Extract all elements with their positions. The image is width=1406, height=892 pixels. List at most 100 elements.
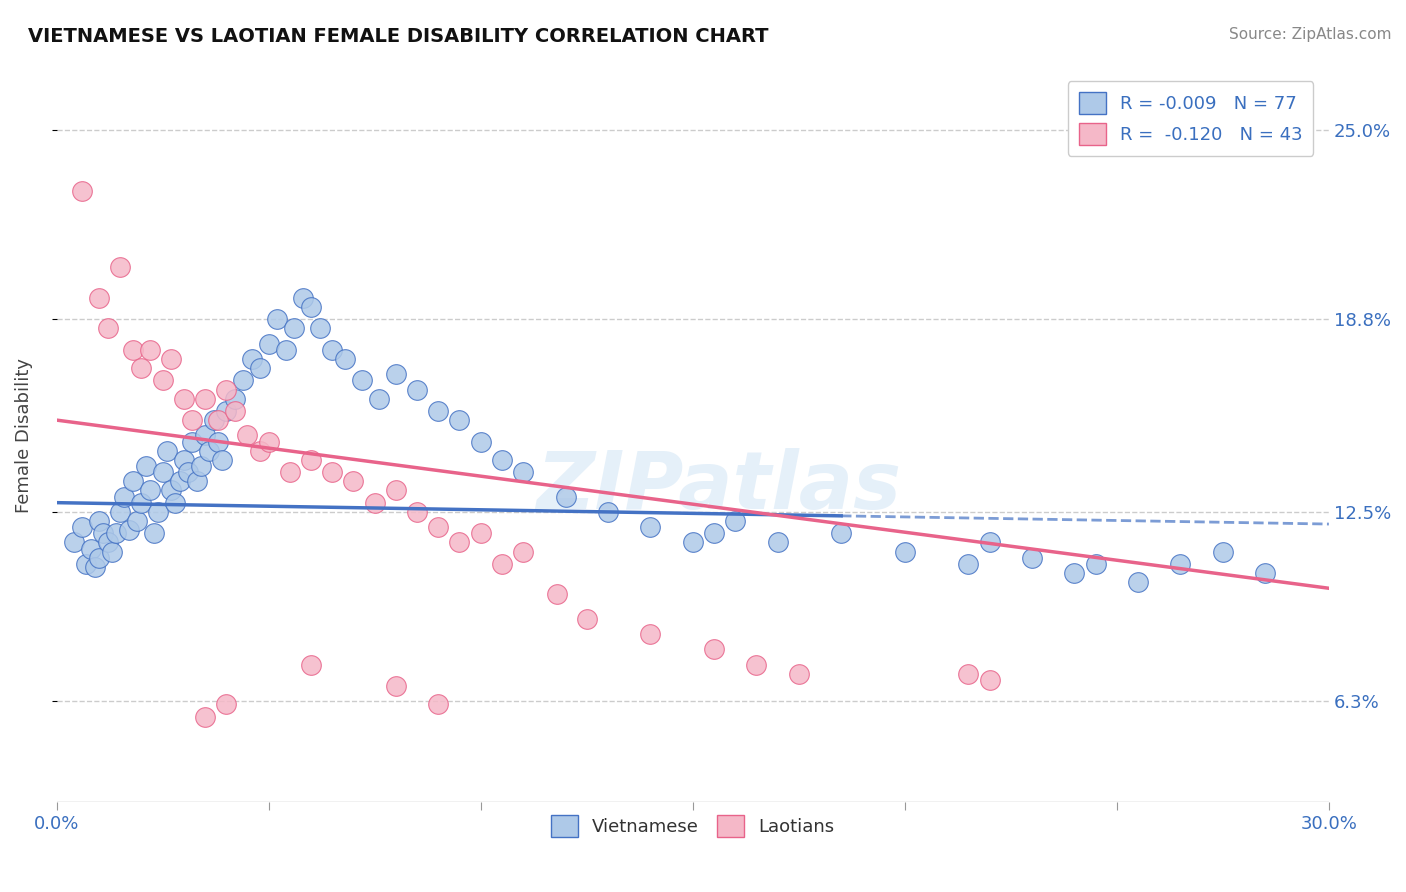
Point	[160, 351, 183, 366]
Point	[979, 673, 1001, 687]
Point	[830, 526, 852, 541]
Point	[321, 343, 343, 357]
Point	[308, 321, 330, 335]
Point	[131, 361, 153, 376]
Point	[70, 520, 93, 534]
Point	[546, 587, 568, 601]
Point	[299, 657, 322, 672]
Point	[165, 496, 187, 510]
Point	[427, 520, 450, 534]
Point	[152, 373, 174, 387]
Point	[449, 535, 471, 549]
Point	[62, 535, 84, 549]
Y-axis label: Female Disability: Female Disability	[15, 358, 32, 513]
Point	[766, 535, 789, 549]
Point	[169, 475, 191, 489]
Point	[114, 490, 136, 504]
Point	[173, 453, 195, 467]
Point	[333, 351, 356, 366]
Point	[299, 300, 322, 314]
Point	[104, 526, 127, 541]
Point	[215, 383, 238, 397]
Point	[385, 679, 408, 693]
Point	[186, 475, 208, 489]
Point	[1212, 544, 1234, 558]
Point	[87, 514, 110, 528]
Text: Source: ZipAtlas.com: Source: ZipAtlas.com	[1229, 27, 1392, 42]
Point	[91, 526, 114, 541]
Point	[283, 321, 305, 335]
Point	[110, 505, 132, 519]
Text: VIETNAMESE VS LAOTIAN FEMALE DISABILITY CORRELATION CHART: VIETNAMESE VS LAOTIAN FEMALE DISABILITY …	[28, 27, 769, 45]
Point	[236, 428, 259, 442]
Point	[350, 373, 373, 387]
Point	[215, 404, 238, 418]
Point	[79, 541, 101, 556]
Point	[70, 184, 93, 198]
Point	[512, 465, 534, 479]
Point	[232, 373, 254, 387]
Point	[703, 642, 725, 657]
Point	[160, 483, 183, 498]
Point	[406, 383, 429, 397]
Point	[83, 559, 105, 574]
Point	[470, 526, 492, 541]
Point	[724, 514, 747, 528]
Point	[385, 483, 408, 498]
Point	[96, 321, 118, 335]
Point	[787, 666, 810, 681]
Legend: Vietnamese, Laotians: Vietnamese, Laotians	[544, 808, 842, 845]
Point	[257, 434, 280, 449]
Point	[249, 443, 271, 458]
Point	[190, 458, 212, 473]
Point	[181, 413, 204, 427]
Point	[75, 557, 97, 571]
Point	[274, 343, 297, 357]
Point	[979, 535, 1001, 549]
Point	[363, 496, 385, 510]
Point	[385, 368, 408, 382]
Point	[224, 392, 246, 406]
Point	[596, 505, 619, 519]
Point	[470, 434, 492, 449]
Point	[640, 627, 662, 641]
Point	[194, 392, 217, 406]
Text: ZIPatlas: ZIPatlas	[536, 448, 901, 525]
Point	[342, 475, 364, 489]
Point	[321, 465, 343, 479]
Point	[181, 434, 204, 449]
Point	[957, 557, 980, 571]
Point	[575, 612, 598, 626]
Point	[554, 490, 576, 504]
Point	[427, 404, 450, 418]
Point	[240, 351, 263, 366]
Point	[135, 458, 157, 473]
Point	[143, 526, 166, 541]
Point	[177, 465, 200, 479]
Point	[198, 443, 221, 458]
Point	[202, 413, 225, 427]
Point	[745, 657, 768, 672]
Point	[224, 404, 246, 418]
Point	[1063, 566, 1085, 580]
Point	[249, 361, 271, 376]
Point	[368, 392, 391, 406]
Point	[100, 544, 122, 558]
Point	[1084, 557, 1107, 571]
Point	[512, 544, 534, 558]
Point	[96, 535, 118, 549]
Point	[156, 443, 179, 458]
Point	[118, 523, 141, 537]
Point	[491, 453, 513, 467]
Point	[491, 557, 513, 571]
Point	[703, 526, 725, 541]
Point	[194, 428, 217, 442]
Point	[1170, 557, 1192, 571]
Point	[291, 291, 314, 305]
Point	[640, 520, 662, 534]
Point	[122, 475, 145, 489]
Point	[152, 465, 174, 479]
Point	[1254, 566, 1277, 580]
Point	[207, 434, 229, 449]
Point	[1021, 550, 1043, 565]
